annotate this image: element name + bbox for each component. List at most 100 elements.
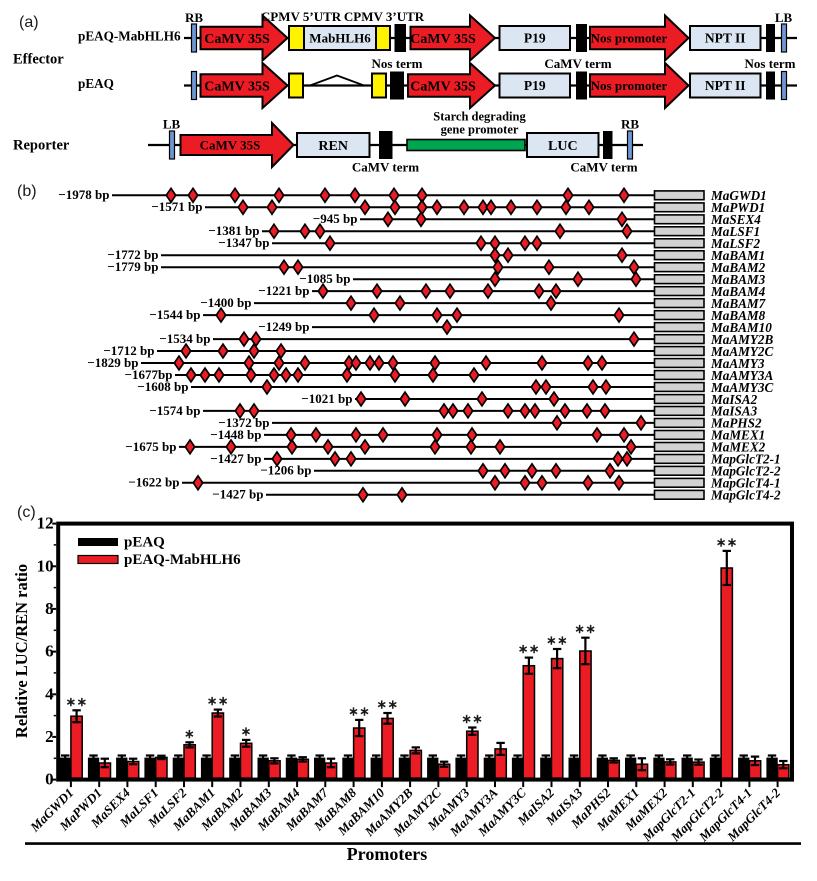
svg-text:∗∗: ∗∗ — [66, 695, 88, 709]
svg-text:−945 bp: −945 bp — [313, 211, 358, 226]
svg-text:MaGWD1: MaGWD1 — [710, 188, 767, 203]
svg-text:MaBAM1: MaBAM1 — [710, 248, 765, 263]
svg-text:P19: P19 — [524, 31, 546, 46]
svg-text:pEAQ: pEAQ — [124, 535, 165, 551]
svg-text:MaISA3: MaISA3 — [710, 404, 758, 419]
svg-text:−1221 bp: −1221 bp — [258, 283, 309, 298]
svg-text:RB: RB — [621, 117, 639, 132]
svg-text:−1400 bp: −1400 bp — [200, 295, 251, 310]
svg-text:∗∗: ∗∗ — [461, 712, 483, 726]
svg-text:MaBAM2: MaBAM2 — [710, 260, 766, 275]
svg-text:MapGlcT4-1: MapGlcT4-1 — [710, 476, 781, 491]
svg-text:8: 8 — [45, 599, 54, 618]
svg-text:−1978 bp: −1978 bp — [58, 187, 109, 202]
svg-text:MaAMY2B: MaAMY2B — [710, 332, 773, 347]
svg-text:−1677bp: −1677bp — [125, 367, 173, 382]
svg-text:∗∗: ∗∗ — [546, 634, 568, 648]
svg-text:MaBAM4: MaBAM4 — [710, 284, 766, 299]
svg-text:−1622 bp: −1622 bp — [128, 475, 179, 490]
svg-text:CaMV term: CaMV term — [352, 160, 419, 175]
svg-text:∗: ∗ — [241, 724, 252, 738]
svg-text:4: 4 — [45, 684, 54, 703]
svg-text:CaMV 35S: CaMV 35S — [204, 79, 270, 94]
svg-text:REN: REN — [318, 139, 348, 154]
svg-text:∗∗: ∗∗ — [518, 642, 540, 656]
svg-text:Nos promoter: Nos promoter — [591, 30, 668, 45]
svg-text:MaBAM7: MaBAM7 — [710, 296, 767, 311]
svg-text:NPT II: NPT II — [705, 78, 746, 93]
svg-text:−1206 bp: −1206 bp — [260, 463, 311, 478]
svg-text:MaSEX4: MaSEX4 — [710, 212, 761, 227]
svg-text:∗∗: ∗∗ — [574, 622, 596, 636]
svg-text:Nos term: Nos term — [372, 56, 423, 71]
svg-text:Reporter: Reporter — [13, 138, 70, 154]
svg-text:MaPWD1: MaPWD1 — [710, 200, 765, 215]
svg-text:Nos term: Nos term — [745, 56, 796, 71]
svg-text:∗∗: ∗∗ — [348, 704, 370, 718]
svg-text:MaAMY3A: MaAMY3A — [710, 368, 773, 383]
svg-text:−1381 bp: −1381 bp — [208, 223, 259, 238]
svg-text:MaAMY3C: MaAMY3C — [710, 380, 773, 395]
svg-text:NPT II: NPT II — [705, 31, 746, 46]
svg-text:LB: LB — [163, 117, 181, 132]
svg-text:MaBAM3: MaBAM3 — [710, 272, 766, 287]
svg-text:−1021 bp: −1021 bp — [301, 391, 352, 406]
svg-text:MabHLH6: MabHLH6 — [309, 30, 371, 45]
svg-text:−1534 bp: −1534 bp — [159, 331, 210, 346]
svg-text:−1675 bp: −1675 bp — [125, 439, 176, 454]
svg-text:MapGlcT2-1: MapGlcT2-1 — [710, 452, 781, 467]
svg-text:CaMV 35S: CaMV 35S — [200, 137, 261, 152]
svg-text:CPMV 3’UTR: CPMV 3’UTR — [344, 9, 425, 24]
svg-text:MaAMY2C: MaAMY2C — [710, 344, 773, 359]
svg-text:∗∗: ∗∗ — [377, 698, 399, 712]
svg-text:Promoters: Promoters — [347, 844, 428, 864]
svg-text:RB: RB — [185, 10, 203, 25]
svg-text:−1085 bp: −1085 bp — [299, 271, 350, 286]
svg-text:10: 10 — [37, 556, 54, 575]
svg-text:−1427 bp: −1427 bp — [210, 451, 261, 466]
svg-text:gene promoter: gene promoter — [441, 123, 519, 137]
svg-text:pEAQ-MabHLH6: pEAQ-MabHLH6 — [78, 29, 181, 44]
svg-text:6: 6 — [45, 642, 54, 661]
svg-text:−1608 bp: −1608 bp — [137, 379, 188, 394]
svg-text:(a): (a) — [19, 14, 39, 31]
svg-text:MaAMY3: MaAMY3 — [710, 356, 765, 371]
svg-text:(b): (b) — [17, 183, 37, 200]
svg-text:∗: ∗ — [184, 727, 195, 741]
svg-text:P19: P19 — [524, 78, 546, 93]
svg-text:−1347 bp: −1347 bp — [218, 235, 269, 250]
svg-text:Nos promoter: Nos promoter — [591, 78, 668, 93]
svg-text:−1249 bp: −1249 bp — [258, 319, 309, 334]
svg-text:pEAQ: pEAQ — [78, 76, 114, 91]
svg-text:MaLSF2: MaLSF2 — [710, 236, 761, 251]
svg-text:−1779 bp: −1779 bp — [107, 259, 158, 274]
svg-text:CaMV term: CaMV term — [544, 56, 611, 71]
svg-text:−1712 bp: −1712 bp — [103, 343, 154, 358]
svg-text:Starch degrading: Starch degrading — [433, 110, 526, 124]
svg-text:MaLSF1: MaLSF1 — [710, 224, 760, 239]
svg-text:−1544 bp: −1544 bp — [149, 307, 200, 322]
svg-text:Relative LUC/REN ratio: Relative LUC/REN ratio — [12, 564, 31, 738]
svg-text:12: 12 — [37, 514, 54, 533]
svg-text:CaMV 35S: CaMV 35S — [410, 32, 476, 47]
svg-text:0: 0 — [45, 770, 54, 789]
svg-text:LB: LB — [775, 10, 793, 25]
svg-text:CPMV 5’UTR: CPMV 5’UTR — [261, 9, 342, 24]
svg-text:−1372 bp: −1372 bp — [218, 415, 269, 430]
svg-text:−1571 bp: −1571 bp — [151, 199, 202, 214]
svg-text:MapGlcT2-2: MapGlcT2-2 — [710, 464, 781, 479]
svg-text:−1427 bp: −1427 bp — [212, 487, 263, 502]
svg-text:CaMV 35S: CaMV 35S — [410, 79, 476, 94]
svg-text:CaMV 35S: CaMV 35S — [204, 32, 270, 47]
svg-text:∗∗: ∗∗ — [716, 535, 738, 549]
svg-text:MaMEX1: MaMEX1 — [710, 428, 765, 443]
svg-text:∗∗: ∗∗ — [207, 694, 229, 708]
svg-text:MaPHS2: MaPHS2 — [710, 416, 762, 431]
svg-text:(c): (c) — [17, 504, 36, 521]
svg-text:pEAQ-MabHLH6: pEAQ-MabHLH6 — [124, 552, 241, 568]
svg-text:MaMEX2: MaMEX2 — [710, 440, 766, 455]
svg-text:MaBAM10: MaBAM10 — [710, 320, 772, 335]
svg-text:MaISA2: MaISA2 — [710, 392, 758, 407]
svg-text:LUC: LUC — [548, 139, 578, 154]
svg-text:MapGlcT4-2: MapGlcT4-2 — [710, 488, 781, 503]
